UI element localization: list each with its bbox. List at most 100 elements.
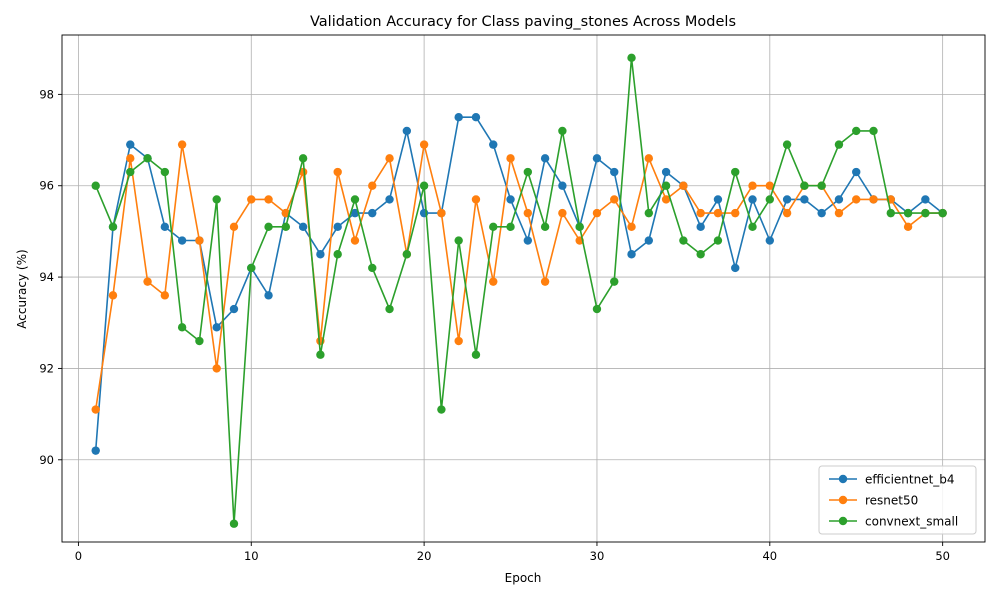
data-point — [748, 222, 757, 232]
data-point — [661, 167, 671, 177]
data-point — [817, 208, 826, 218]
data-point — [160, 222, 170, 232]
data-point — [921, 208, 930, 218]
data-point — [748, 181, 757, 190]
plot-frame — [61, 34, 986, 543]
data-point — [454, 113, 463, 122]
data-point — [298, 154, 308, 163]
data-point — [212, 364, 221, 373]
data-point — [558, 126, 567, 136]
data-point — [91, 405, 100, 414]
series-group — [91, 53, 947, 528]
data-point — [644, 154, 654, 163]
data-point — [627, 53, 636, 63]
data-point — [489, 277, 498, 286]
data-point — [126, 154, 135, 163]
y-axis-label: Accuracy (%) — [15, 249, 29, 328]
legend-label: resnet50 — [865, 494, 918, 508]
legend: efficientnet_b4 resnet50 convnext_small — [818, 465, 977, 535]
data-point — [126, 140, 135, 149]
data-point — [540, 154, 550, 163]
data-point — [644, 236, 654, 245]
data-point — [852, 167, 861, 177]
x-tick-label: 40 — [762, 549, 777, 563]
data-point — [212, 323, 221, 332]
series-line — [94, 143, 943, 410]
y-tick-label: 90 — [39, 453, 54, 467]
data-point — [229, 222, 239, 232]
data-point — [661, 195, 671, 204]
data-point — [402, 250, 412, 259]
legend-swatch-marker — [838, 495, 848, 505]
data-point — [298, 222, 308, 232]
data-point — [765, 195, 775, 204]
data-point — [143, 154, 152, 163]
data-point — [748, 195, 757, 204]
data-point — [454, 236, 463, 245]
data-point — [731, 208, 740, 218]
data-point — [782, 208, 792, 218]
data-point — [108, 222, 118, 232]
data-point — [506, 195, 515, 204]
data-point — [229, 519, 239, 528]
data-point — [91, 446, 100, 455]
data-point — [385, 154, 394, 163]
data-point — [247, 195, 256, 204]
data-point — [938, 208, 947, 218]
data-point — [385, 195, 394, 204]
data-point — [229, 304, 239, 314]
data-point — [661, 181, 671, 190]
data-point — [368, 263, 377, 273]
data-point — [523, 167, 533, 177]
data-point — [558, 208, 567, 218]
data-point — [817, 181, 826, 190]
data-point — [281, 222, 291, 232]
data-point — [696, 208, 705, 218]
data-point — [592, 304, 602, 314]
data-point — [247, 263, 256, 273]
data-point — [696, 250, 705, 259]
data-point — [489, 140, 498, 149]
data-point — [195, 236, 204, 245]
series-convnext_small — [91, 53, 947, 528]
data-point — [108, 291, 118, 300]
data-point — [834, 140, 844, 149]
data-point — [350, 208, 360, 218]
data-point — [834, 195, 844, 204]
data-point — [143, 277, 152, 286]
data-point — [454, 336, 463, 346]
data-point — [419, 140, 429, 149]
legend-label: efficientnet_b4 — [865, 473, 955, 487]
data-point — [177, 323, 187, 332]
data-point — [800, 181, 809, 190]
legend-swatch-marker — [838, 474, 848, 484]
data-point — [834, 208, 844, 218]
data-point — [160, 291, 170, 300]
data-point — [177, 140, 187, 149]
data-point — [264, 291, 273, 300]
chart-title: Validation Accuracy for Class paving_sto… — [310, 14, 736, 30]
data-point — [540, 277, 550, 286]
data-point — [333, 167, 342, 177]
data-point — [782, 140, 792, 149]
data-point — [592, 208, 602, 218]
data-point — [610, 195, 619, 204]
data-point — [471, 350, 481, 359]
data-point — [903, 208, 913, 218]
data-point — [644, 208, 654, 218]
data-point — [126, 167, 135, 177]
x-tick-label: 0 — [75, 549, 82, 563]
data-point — [575, 222, 584, 232]
data-point — [852, 126, 861, 136]
data-point — [264, 222, 273, 232]
data-point — [713, 236, 723, 245]
data-point — [869, 126, 878, 136]
data-point — [713, 208, 723, 218]
data-point — [333, 250, 342, 259]
legend-box — [818, 465, 977, 535]
data-point — [679, 236, 688, 245]
y-tick-label: 94 — [39, 270, 54, 284]
x-tick-label: 10 — [244, 549, 259, 563]
x-tick-label: 30 — [590, 549, 605, 563]
